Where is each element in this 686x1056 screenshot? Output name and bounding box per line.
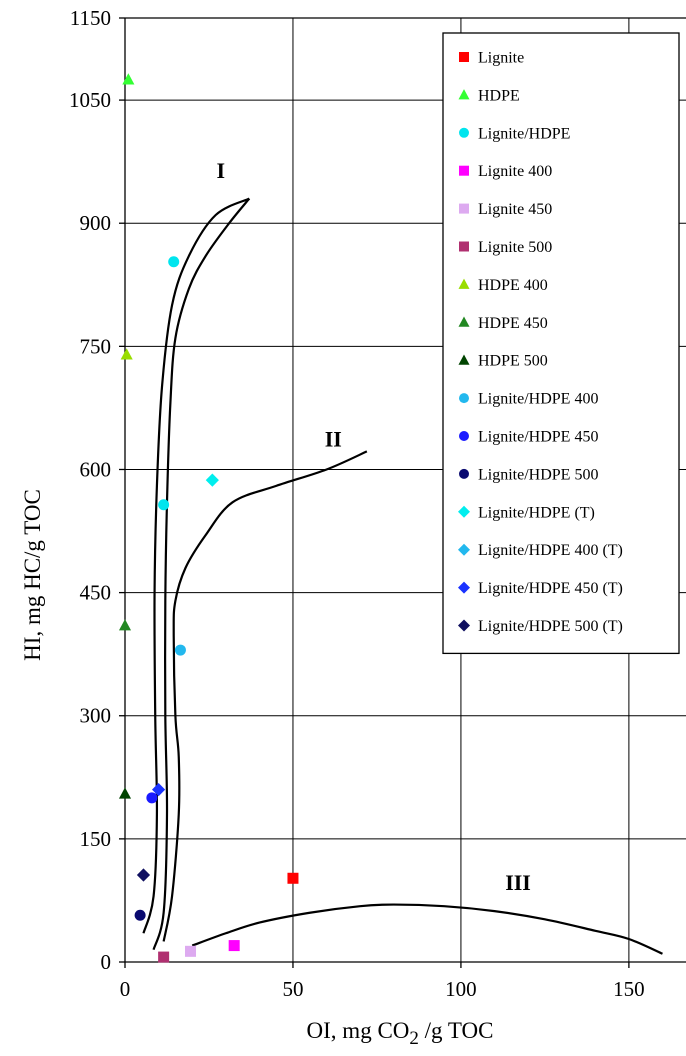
data-point <box>185 945 197 957</box>
x-tick-label: 100 <box>445 977 477 1001</box>
x-tick-label: 0 <box>120 977 131 1001</box>
legend-label: Lignite/HDPE <box>478 125 570 142</box>
data-point <box>158 499 170 511</box>
legend-marker <box>458 89 470 100</box>
data-point <box>174 644 186 656</box>
legend-marker <box>459 127 469 138</box>
data-point <box>136 868 151 882</box>
curve-label-II: II <box>325 426 342 451</box>
legend-label: Lignite/HDPE 400 <box>478 391 598 408</box>
legend-marker <box>459 165 469 176</box>
y-tick-label: 1150 <box>70 6 111 30</box>
y-tick-label: 150 <box>80 827 112 851</box>
data-point <box>120 348 133 360</box>
legend-marker <box>459 203 469 214</box>
data-point <box>205 473 219 487</box>
legend-label: Lignite <box>478 50 524 67</box>
curve-type-II <box>162 450 368 942</box>
curve-type-I <box>142 197 250 934</box>
legend-label: Lignite/HDPE 500 (T) <box>478 618 623 635</box>
legend-label: HDPE <box>478 87 520 104</box>
x-axis-title: OI, mg CO2 /g TOC <box>307 1018 494 1049</box>
legend-marker <box>458 278 470 289</box>
data-points <box>118 73 299 963</box>
legend-marker <box>459 52 469 62</box>
data-point <box>134 909 146 921</box>
legend-label: Lignite/HDPE 450 (T) <box>478 580 623 597</box>
x-axis-title-main: OI, mg CO <box>307 1018 410 1043</box>
curve-type-I <box>152 197 251 951</box>
x-axis-title-tail: /g TOC <box>419 1018 494 1043</box>
y-tick-label: 300 <box>80 704 112 728</box>
legend-label: HDPE 400 <box>478 277 548 294</box>
curve-type-III <box>191 903 663 955</box>
legend-marker <box>458 619 470 632</box>
data-point <box>118 619 132 631</box>
legend-label: Lignite 400 <box>478 163 552 180</box>
legend-marker <box>458 543 470 556</box>
legend-marker <box>459 468 469 479</box>
legend-marker <box>458 581 470 594</box>
legend-label: Lignite/HDPE (T) <box>478 504 595 521</box>
legend-label: Lignite 450 <box>478 201 552 218</box>
legend-label: Lignite/HDPE 400 (T) <box>478 542 623 559</box>
legend-label: Lignite/HDPE 450 <box>478 429 598 446</box>
y-tick-label: 900 <box>80 211 112 235</box>
x-tick-label: 150 <box>613 977 645 1001</box>
y-tick-label: 450 <box>80 581 112 605</box>
data-point <box>146 792 158 804</box>
data-point <box>228 940 240 952</box>
data-point <box>168 256 180 268</box>
tick-labels: 0 150 300 450 600 750 900 1050 1150 0 50 100 150 <box>69 6 645 1001</box>
legend-marker <box>458 316 470 327</box>
legend-box <box>442 32 680 655</box>
legend-label: Lignite 500 <box>478 239 552 256</box>
curve-label-III: III <box>505 870 531 895</box>
legend-label: HDPE 500 <box>478 353 548 370</box>
legend-marker <box>458 354 470 365</box>
x-tick-label: 50 <box>282 977 303 1001</box>
curve-label-I: I <box>216 158 225 183</box>
legend-label: HDPE 450 <box>478 315 548 332</box>
y-tick-label: 0 <box>101 950 112 974</box>
data-point <box>287 872 299 884</box>
legend-marker <box>459 241 469 252</box>
legend-label: Lignite/HDPE 500 <box>478 466 598 483</box>
y-tick-label: 750 <box>80 334 112 358</box>
legend-marker <box>458 505 470 518</box>
data-point <box>151 783 166 797</box>
legend-marker <box>459 393 469 404</box>
plot-frame <box>119 17 686 968</box>
data-point <box>122 73 135 85</box>
data-point <box>158 951 170 963</box>
data-point <box>118 787 132 799</box>
x-axis-title-subscript: 2 <box>409 1028 419 1049</box>
y-tick-label: 600 <box>80 457 112 481</box>
y-tick-label: 1050 <box>69 88 111 112</box>
legend: Lignite HDPE Lignite/HDPE Lignite 400 Lignit… <box>442 32 680 655</box>
legend-marker <box>459 431 469 441</box>
y-axis-title: HI, mg HC/g TOC <box>20 489 45 661</box>
